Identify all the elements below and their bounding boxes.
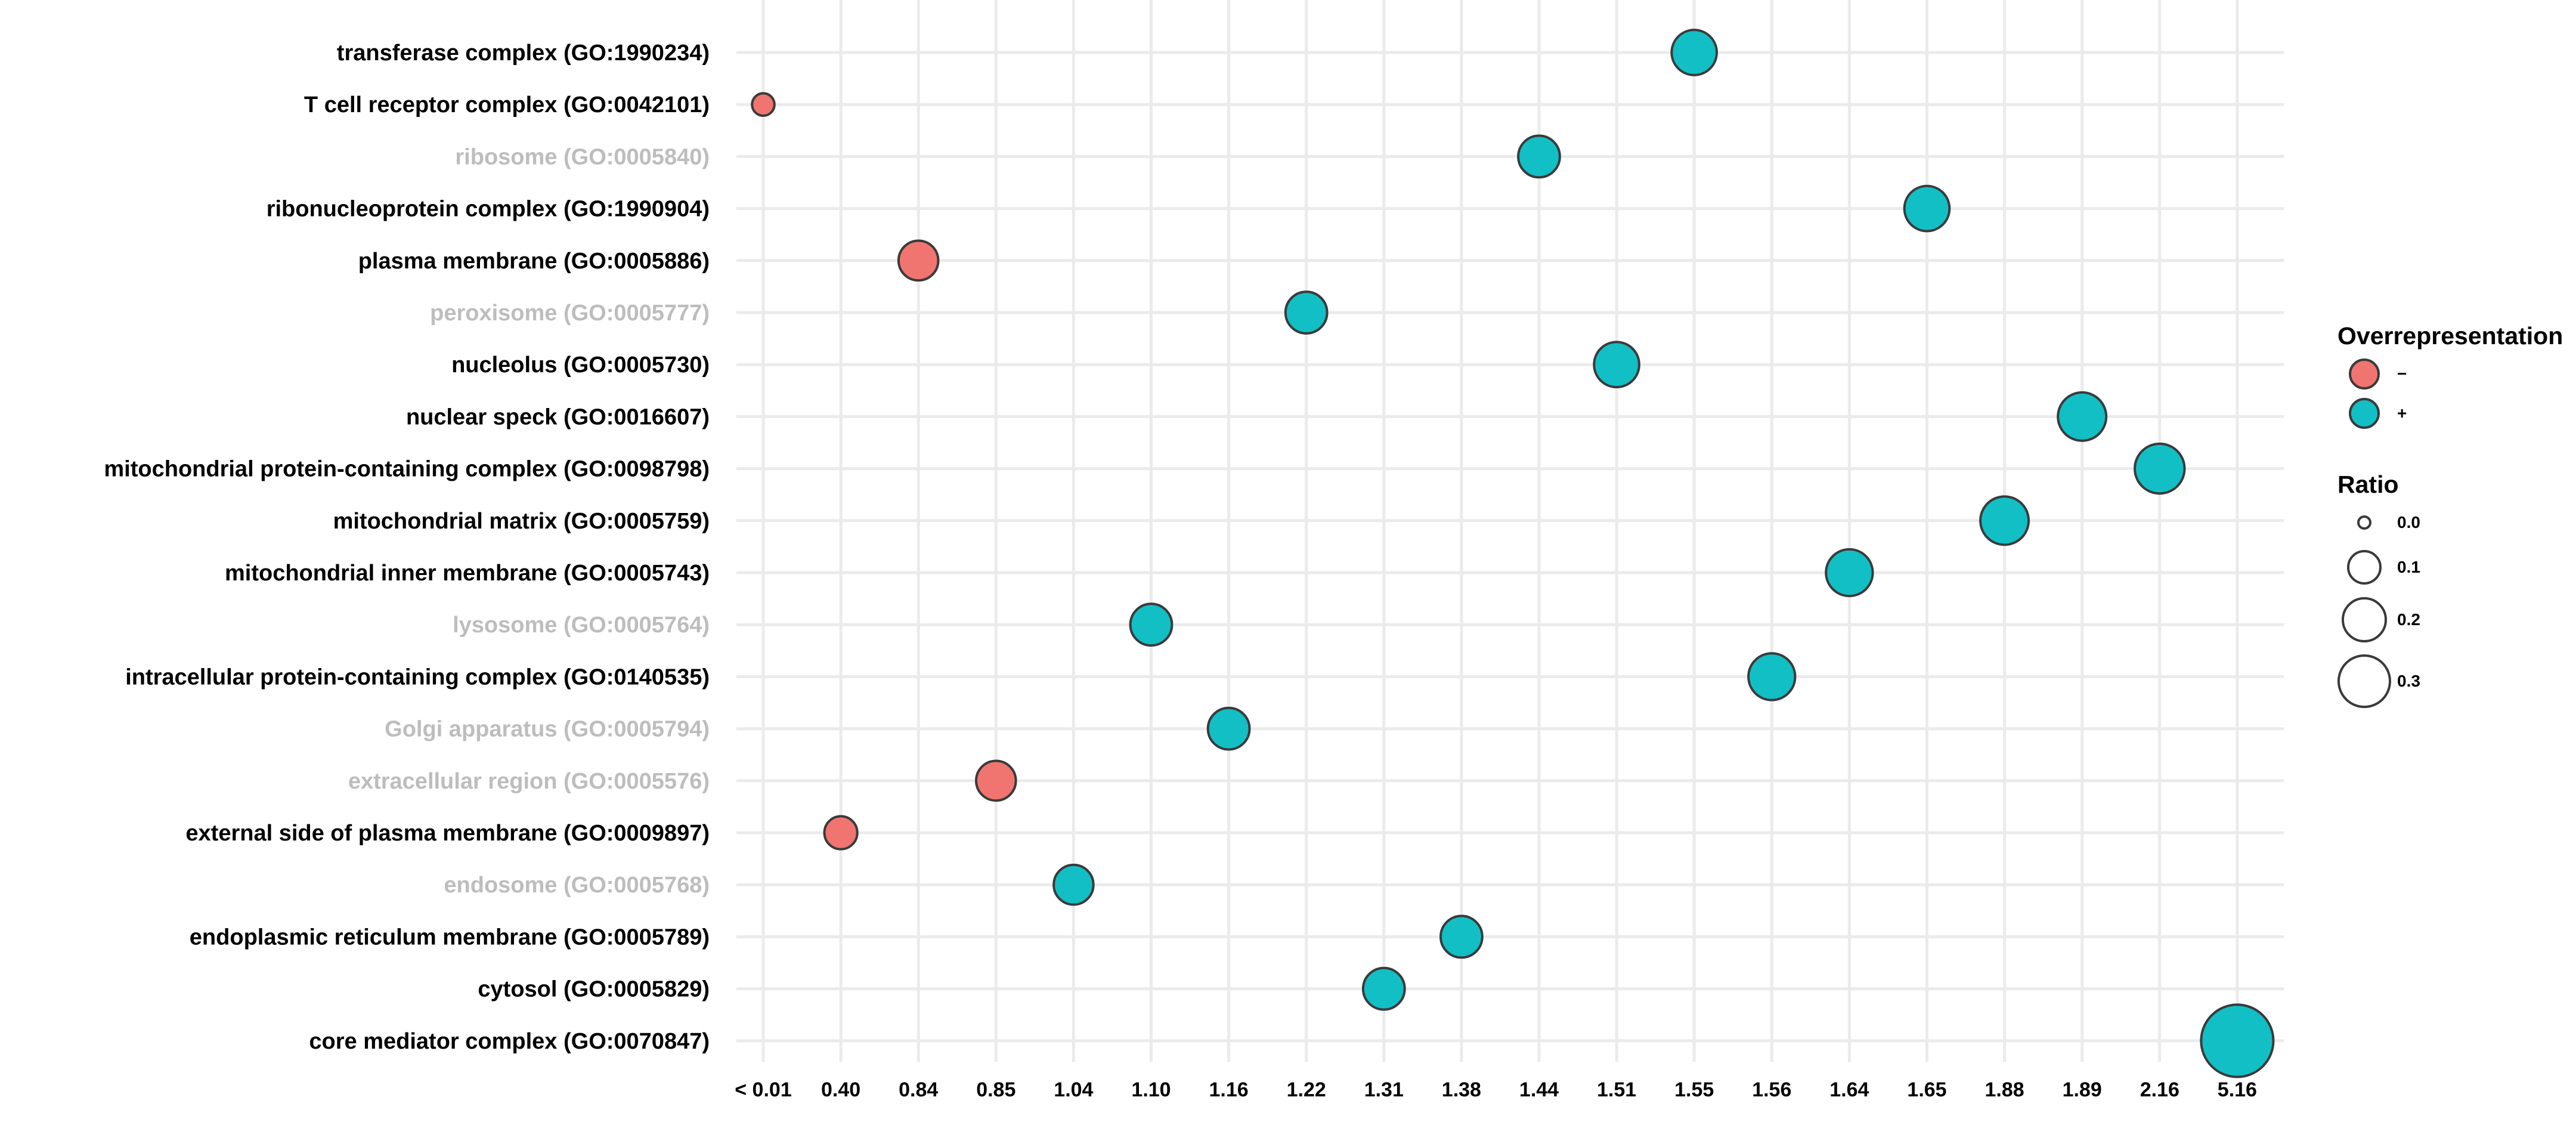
legend-swatch-plus [2349, 398, 2380, 429]
y-tick-label: Golgi apparatus (GO:0005794) [385, 717, 710, 742]
x-tick-label: 5.16 [2218, 1078, 2257, 1101]
data-point [1593, 341, 1640, 389]
x-tick-label: 1.65 [1907, 1078, 1946, 1101]
legend-size-label-2: 0.2 [2397, 610, 2420, 629]
legend-size-label-1: 0.1 [2397, 558, 2420, 576]
x-tick-label: 1.89 [2063, 1078, 2102, 1101]
y-tick-label: nuclear speck (GO:0016607) [406, 404, 710, 429]
y-tick-label: ribosome (GO:0005840) [455, 144, 710, 169]
y-tick-label: endoplasmic reticulum membrane (GO:00057… [190, 925, 710, 950]
bubble-chart: transferase complex (GO:1990234) T cell r… [104, 0, 2284, 1101]
legend-size-ring-2 [2342, 597, 2387, 642]
y-tick-label: lysosome (GO:0005764) [453, 613, 710, 638]
data-point [1979, 495, 2030, 546]
y-tick-label: mitochondrial inner membrane (GO:0005743… [225, 561, 710, 586]
x-tick-label: 1.16 [1209, 1078, 1249, 1101]
data-point [1129, 602, 1174, 647]
x-tick-label: 1.88 [1985, 1078, 2024, 1101]
legend-size-label-3: 0.3 [2397, 672, 2420, 690]
data-point [2134, 442, 2186, 495]
data-point [975, 759, 1017, 802]
y-tick-label: plasma membrane (GO:0005886) [358, 249, 710, 274]
x-tick-label: 0.84 [899, 1078, 938, 1101]
legend-size-ring-0 [2357, 515, 2371, 530]
data-point [751, 92, 776, 117]
data-point [2057, 391, 2108, 442]
x-tick-label: 1.64 [1829, 1078, 1869, 1101]
x-tick-label: 1.51 [1597, 1078, 1636, 1101]
legend-color-title: Overrepresentation [2337, 322, 2563, 350]
x-tick-label: 0.85 [976, 1078, 1015, 1101]
legend-size-label-0: 0.0 [2397, 513, 2420, 531]
legend-size-ring-1 [2347, 550, 2382, 585]
data-point [1747, 652, 1797, 701]
data-point [1439, 914, 1484, 959]
y-tick-label: transferase complex (GO:1990234) [337, 41, 710, 66]
y-tick-label: endosome (GO:0005768) [444, 873, 710, 898]
x-axis-tick-labels: < 0.01 0.40 0.84 0.85 1.04 1.10 1.16 1.22 1.31 1.… [735, 1078, 2257, 1101]
y-tick-label: intracellular protein-containing complex… [125, 665, 710, 690]
legend-size-item-0: 0.0 [2337, 505, 2570, 540]
y-tick-label: ribonucleoprotein complex (GO:1990904) [267, 197, 710, 222]
data-point [1361, 966, 1406, 1011]
y-tick-label: external side of plasma membrane (GO:000… [185, 821, 710, 846]
y-tick-label: mitochondrial matrix (GO:0005759) [333, 509, 710, 534]
x-tick-label: 1.31 [1364, 1078, 1404, 1101]
legend-label-plus: + [2397, 404, 2407, 422]
data-point [1206, 706, 1251, 751]
data-point [897, 239, 940, 282]
y-tick-label: core mediator complex (GO:0070847) [309, 1029, 710, 1054]
y-tick-label: T cell receptor complex (GO:0042101) [304, 92, 710, 118]
x-tick-label: 1.04 [1054, 1078, 1093, 1101]
legend-item-minus: − [2337, 359, 2570, 390]
data-points [751, 29, 2275, 1078]
data-point [1052, 863, 1095, 906]
x-tick-label: 1.56 [1752, 1078, 1791, 1101]
legend-size-item-3: 0.3 [2337, 651, 2570, 711]
x-tick-label: 1.22 [1287, 1078, 1326, 1101]
data-point [2200, 1003, 2275, 1078]
data-point [1284, 291, 1329, 335]
legend-size-item-1: 0.1 [2337, 546, 2570, 588]
legend-swatch-minus [2349, 359, 2380, 390]
y-tick-label: mitochondrial protein-containing complex… [104, 457, 710, 482]
x-tick-label: 1.38 [1442, 1078, 1481, 1101]
legend-size-ring-3 [2337, 654, 2391, 708]
x-tick-label: 1.10 [1131, 1078, 1171, 1101]
legend-label-minus: − [2397, 364, 2407, 383]
y-tick-label: peroxisome (GO:0005777) [430, 301, 710, 326]
data-point [1903, 184, 1951, 233]
data-point [1517, 134, 1561, 179]
data-point [1670, 29, 1719, 76]
grid-lines [736, 0, 2284, 1062]
y-tick-label: nucleolus (GO:0005730) [451, 353, 710, 378]
legend-size-title: Ratio [2337, 471, 2399, 498]
legend-size-item-2: 0.2 [2337, 594, 2570, 645]
x-tick-label: 2.16 [2140, 1078, 2179, 1101]
x-tick-label: < 0.01 [735, 1078, 791, 1101]
legend-item-plus: + [2337, 398, 2570, 429]
data-point [1825, 548, 1874, 598]
x-tick-label: 0.40 [821, 1078, 860, 1101]
legend: Overrepresentation − + Ratio 0.0 0.1 0.2… [2337, 322, 2570, 711]
y-tick-label: extracellular region (GO:0005576) [348, 769, 710, 794]
data-point [823, 815, 859, 851]
y-axis-labels: transferase complex (GO:1990234) T cell r… [104, 41, 710, 1054]
x-tick-label: 1.55 [1674, 1078, 1714, 1101]
y-tick-label: cytosol (GO:0005829) [478, 977, 710, 1002]
x-tick-label: 1.44 [1519, 1078, 1559, 1101]
